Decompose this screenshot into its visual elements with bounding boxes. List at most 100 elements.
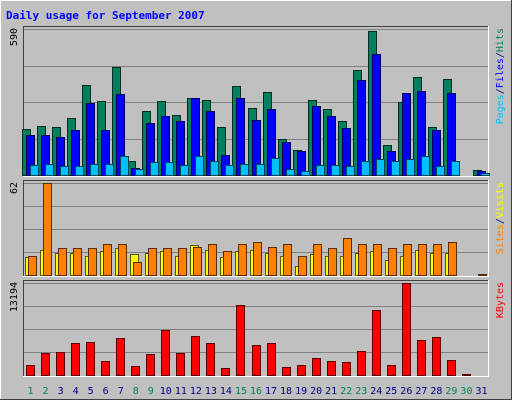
bar-kbytes-day-21 [327,361,336,376]
panel-hits-files-pages-ymax-label: 590 [9,28,20,46]
bar-pages-day-8 [135,169,144,176]
bar-sites-day-1 [28,256,37,276]
x-tick-label-day-18: 18 [280,386,292,397]
x-tick-label-day-22: 22 [340,386,352,397]
x-tick-label-day-30: 30 [460,386,472,397]
chart-title: Daily usage for September 2007 [6,9,205,22]
bar-kbytes-day-13 [206,343,215,376]
bar-sites-day-26 [403,244,412,276]
panel-visits-sites: 62 Sites/Visits [9,180,506,277]
bar-sites-day-27 [418,244,427,276]
x-tick-label-day-6: 6 [103,386,109,397]
bar-kbytes-day-4 [71,343,80,376]
bar-sites-day-21 [328,248,337,276]
bar-pages-day-29 [451,161,460,176]
x-tick-label-day-17: 17 [265,386,277,397]
bar-kbytes-day-7 [116,338,125,376]
bar-kbytes-day-25 [387,365,396,376]
bar-kbytes-day-15 [236,305,245,376]
legend-sep1: / [495,88,506,94]
bar-pages-day-7 [120,156,129,176]
x-tick-label-day-23: 23 [355,386,367,397]
bar-pages-day-28 [436,166,445,176]
legend-sep1: / [495,218,506,224]
bar-pages-day-26 [406,159,415,176]
x-tick-label-day-7: 7 [118,386,124,397]
bar-kbytes-day-22 [342,362,351,376]
x-tick-label-day-19: 19 [295,386,307,397]
bar-kbytes-day-29 [447,360,456,376]
legend-sites: Sites [495,224,506,254]
bar-kbytes-day-8 [131,366,140,376]
bar-kbytes-day-30 [462,374,471,376]
bar-pages-day-23 [361,161,370,176]
x-axis-day-labels: 1 2 3 4 5 6 7 8 9 10 11 12 13 14 15 16 17 18 19 20 21 22 23 24 2… [28,386,488,397]
x-tick-label-day-13: 13 [205,386,217,397]
x-tick-label-day-27: 27 [415,386,427,397]
bar-kbytes-day-23 [357,351,366,376]
x-tick-label-day-14: 14 [220,386,232,397]
bar-sites-day-6 [103,244,112,276]
bar-sites-day-10 [163,248,172,276]
x-tick-label-day-26: 26 [400,386,412,397]
x-tick-label-day-15: 15 [235,386,247,397]
x-tick-label-day-9: 9 [148,386,154,397]
bar-pages-day-21 [331,165,340,176]
bar-kbytes-day-3 [56,352,65,376]
bar-kbytes-day-19 [297,365,306,376]
bar-sites-day-17 [268,247,277,276]
bar-pages-day-3 [60,166,69,176]
bar-pages-day-6 [105,164,114,176]
bar-kbytes-day-1 [26,365,35,376]
x-tick-label-day-5: 5 [88,386,94,397]
bar-kbytes-day-9 [146,354,155,376]
bar-pages-day-16 [256,164,265,176]
bar-kbytes-day-27 [417,340,426,376]
x-tick-label-day-12: 12 [190,386,202,397]
x-tick-label-day-4: 4 [73,386,79,397]
bar-sites-day-24 [373,244,382,276]
bar-pages-day-5 [90,164,99,176]
bar-sites-day-14 [223,251,232,276]
panel-kbytes-legend: KBytes [495,282,506,318]
bar-pages-day-10 [165,162,174,176]
x-tick-label-day-2: 2 [43,386,49,397]
panel-kbytes-ymax-label: 13194 [9,282,20,312]
bar-kbytes-day-18 [282,367,291,376]
bar-sites-day-2 [43,183,52,276]
bar-sites-day-4 [73,248,82,276]
panel-kbytes: 13194 KBytes [9,280,506,377]
legend-pages: Pages [495,94,506,124]
bar-kbytes-day-12 [191,336,200,376]
x-tick-label-day-3: 3 [58,386,64,397]
legend-sep2: / [495,52,506,58]
bar-kbytes-day-26 [402,283,411,376]
legend-kbytes: KBytes [495,282,506,318]
bar-kbytes-day-14 [221,368,230,376]
bar-pages-day-17 [271,158,280,176]
bar-pages-day-18 [286,169,295,176]
panel-visits-sites-legend: Sites/Visits [495,182,506,254]
legend-hits: Hits [495,28,506,52]
bar-sites-day-20 [313,244,322,276]
bar-pages-day-12 [195,156,204,176]
x-tick-label-day-24: 24 [370,386,382,397]
bar-sites-day-15 [238,244,247,276]
x-tick-label-day-21: 21 [325,386,337,397]
x-tick-label-day-28: 28 [430,386,442,397]
bar-pages-day-2 [45,164,54,176]
bar-kbytes-day-5 [86,342,95,376]
bar-pages-day-4 [75,166,84,176]
bar-kbytes-day-11 [176,353,185,376]
bar-kbytes-day-28 [432,337,441,376]
bar-pages-day-19 [301,171,310,176]
bar-sites-day-12 [193,247,202,276]
bar-pages-day-20 [316,165,325,176]
bar-kbytes-day-24 [372,310,381,376]
bar-sites-day-31 [478,274,487,276]
bar-pages-day-31 [481,173,490,176]
x-tick-label-day-8: 8 [133,386,139,397]
